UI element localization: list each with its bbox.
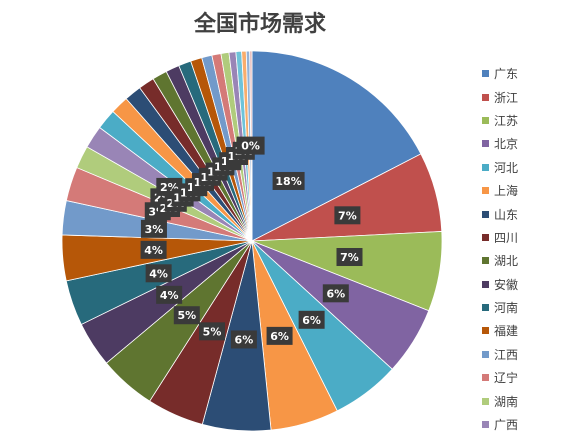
data-label-8: 5% xyxy=(173,306,200,325)
svg-text:6%: 6% xyxy=(270,330,289,343)
svg-text:4%: 4% xyxy=(144,244,163,257)
legend-item-14: 湖南 xyxy=(482,389,562,412)
legend-swatch xyxy=(482,210,489,218)
data-label-4: 6% xyxy=(298,310,325,329)
data-label-5: 6% xyxy=(266,326,293,345)
legend-item-4: 河北 xyxy=(482,156,562,179)
legend-label: 安徽 xyxy=(494,277,519,292)
legend-item-10: 河南 xyxy=(482,296,562,319)
legend-label: 江西 xyxy=(494,347,519,362)
legend-swatch xyxy=(482,304,489,312)
legend-item-9: 安徽 xyxy=(482,273,562,296)
data-label-7: 5% xyxy=(199,322,226,341)
legend-label: 湖南 xyxy=(494,394,519,409)
legend-swatch xyxy=(482,280,489,288)
legend-item-8: 湖北 xyxy=(482,249,562,272)
legend-label: 广西 xyxy=(494,418,519,433)
svg-text:0%: 0% xyxy=(241,140,260,153)
legend-label: 上海 xyxy=(494,184,519,199)
svg-text:6%: 6% xyxy=(235,333,254,346)
legend-label: 广东 xyxy=(494,67,519,82)
svg-text:4%: 4% xyxy=(160,289,179,302)
legend-swatch xyxy=(482,233,489,241)
data-label-10: 4% xyxy=(145,264,172,283)
legend-item-6: 山东 xyxy=(482,202,562,225)
legend-label: 湖北 xyxy=(494,254,519,269)
data-label-0: 18% xyxy=(272,171,305,190)
legend-swatch xyxy=(482,350,489,358)
svg-text:3%: 3% xyxy=(145,223,164,236)
legend-swatch xyxy=(482,187,489,195)
legend-swatch xyxy=(482,93,489,101)
data-label-12: 3% xyxy=(140,219,167,238)
legend-label: 江苏 xyxy=(494,113,519,128)
data-label-2: 7% xyxy=(336,248,363,267)
legend-swatch xyxy=(482,140,489,148)
svg-text:6%: 6% xyxy=(302,314,321,327)
legend-label: 河南 xyxy=(494,301,519,316)
legend-label: 四川 xyxy=(494,230,519,245)
svg-text:6%: 6% xyxy=(326,287,345,300)
svg-text:18%: 18% xyxy=(275,175,301,188)
legend-label: 辽宁 xyxy=(494,371,519,386)
data-label-11: 4% xyxy=(140,240,167,259)
legend-swatch xyxy=(482,374,489,382)
legend-label: 河北 xyxy=(494,160,519,175)
legend-swatch xyxy=(482,327,489,335)
legend-swatch xyxy=(482,70,489,78)
data-label-3: 6% xyxy=(322,284,349,303)
svg-text:5%: 5% xyxy=(177,309,196,322)
legend-swatch xyxy=(482,421,489,429)
legend-item-3: 北京 xyxy=(482,132,562,155)
legend: 广东浙江江苏北京河北上海山东四川湖北安徽河南福建江西辽宁湖南广西 xyxy=(482,62,562,436)
svg-text:7%: 7% xyxy=(340,251,359,264)
legend-item-7: 四川 xyxy=(482,226,562,249)
data-label-1: 7% xyxy=(334,206,361,225)
legend-swatch xyxy=(482,116,489,124)
legend-item-2: 江苏 xyxy=(482,109,562,132)
data-label-tail-12: 0% xyxy=(236,136,265,155)
legend-item-1: 浙江 xyxy=(482,85,562,108)
legend-item-0: 广东 xyxy=(482,62,562,85)
legend-item-13: 辽宁 xyxy=(482,366,562,389)
pie-slice-0 xyxy=(251,50,422,242)
legend-swatch xyxy=(482,397,489,405)
data-label-6: 6% xyxy=(230,330,257,349)
legend-label: 浙江 xyxy=(494,90,519,105)
svg-text:4%: 4% xyxy=(149,267,168,280)
legend-label: 山东 xyxy=(494,207,519,222)
legend-item-11: 福建 xyxy=(482,319,562,342)
chart-title: 全国市场需求 xyxy=(193,12,326,37)
legend-swatch xyxy=(482,163,489,171)
legend-label: 福建 xyxy=(494,324,519,339)
legend-swatch xyxy=(482,257,489,265)
svg-text:5%: 5% xyxy=(203,325,222,338)
legend-item-5: 上海 xyxy=(482,179,562,202)
svg-text:7%: 7% xyxy=(338,209,357,222)
legend-label: 北京 xyxy=(494,137,519,152)
data-label-9: 4% xyxy=(156,285,183,304)
legend-item-15: 广西 xyxy=(482,413,562,436)
legend-item-12: 江西 xyxy=(482,343,562,366)
